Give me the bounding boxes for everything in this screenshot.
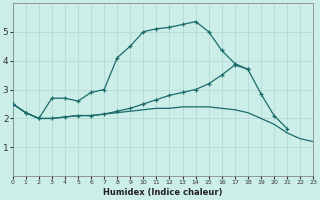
X-axis label: Humidex (Indice chaleur): Humidex (Indice chaleur) — [103, 188, 223, 197]
